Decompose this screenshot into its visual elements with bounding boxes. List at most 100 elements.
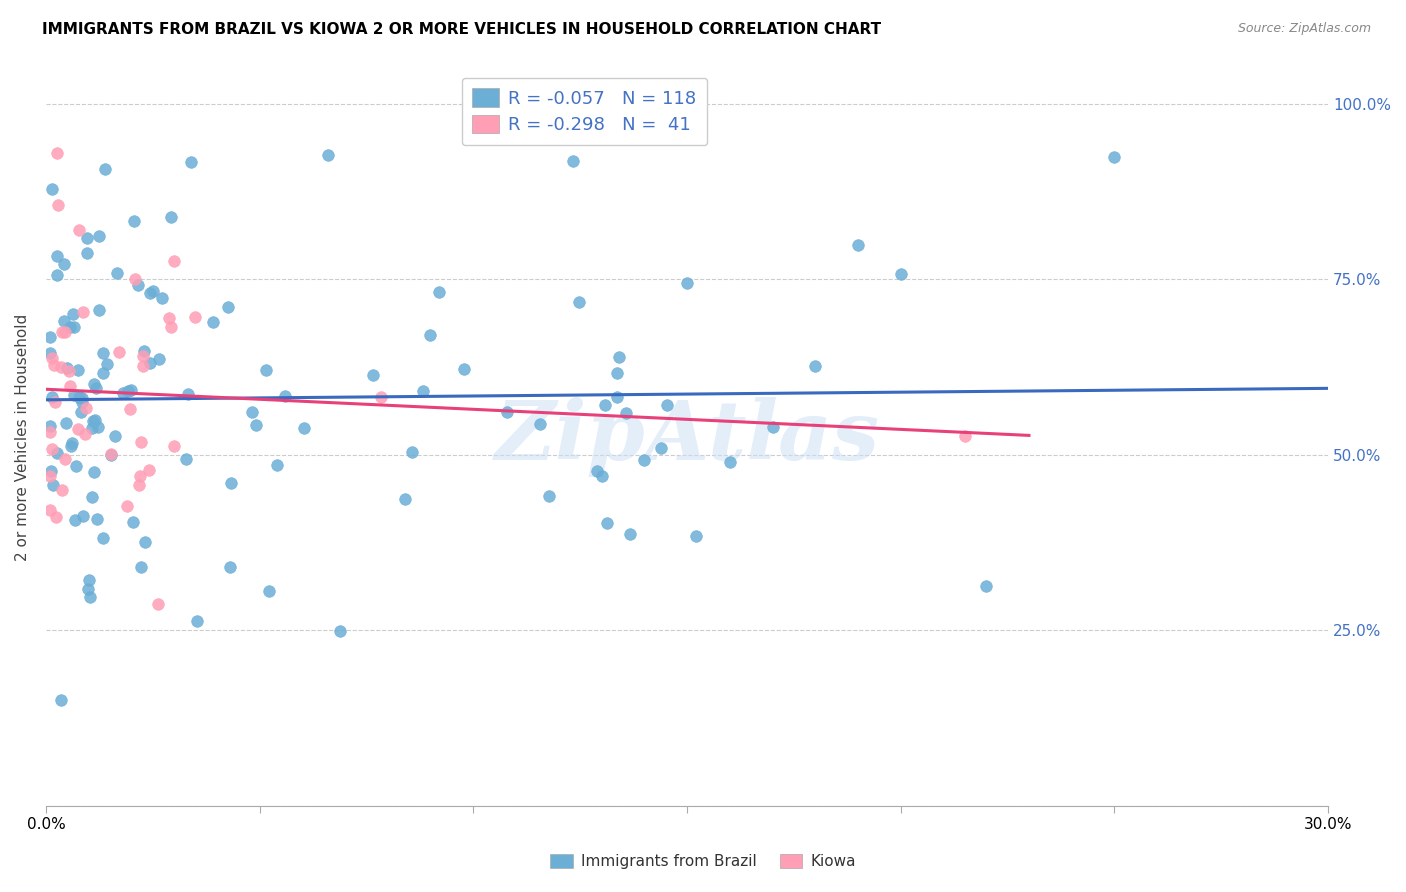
Point bbox=[63, 513, 86, 527]
Point bbox=[39, 464, 62, 478]
Point bbox=[139, 356, 162, 370]
Point bbox=[606, 390, 628, 404]
Point bbox=[84, 381, 107, 395]
Point bbox=[91, 366, 114, 380]
Point bbox=[67, 223, 90, 237]
Point bbox=[96, 357, 118, 371]
Point bbox=[89, 228, 111, 243]
Point bbox=[100, 448, 122, 462]
Point bbox=[46, 198, 69, 212]
Point bbox=[70, 404, 93, 418]
Point bbox=[419, 328, 441, 343]
Point bbox=[83, 377, 105, 392]
Point bbox=[292, 421, 315, 435]
Point bbox=[129, 468, 152, 483]
Point bbox=[39, 469, 62, 483]
Point bbox=[245, 417, 267, 432]
Point bbox=[42, 358, 65, 372]
Point bbox=[89, 302, 111, 317]
Point bbox=[104, 428, 127, 442]
Point bbox=[53, 451, 76, 466]
Point bbox=[42, 478, 65, 492]
Point bbox=[112, 385, 135, 400]
Point bbox=[427, 285, 450, 300]
Point bbox=[138, 463, 160, 477]
Point bbox=[595, 516, 617, 531]
Point bbox=[51, 326, 73, 340]
Point bbox=[77, 574, 100, 588]
Point bbox=[561, 154, 583, 169]
Legend: R = -0.057   N = 118, R = -0.298   N =  41: R = -0.057 N = 118, R = -0.298 N = 41 bbox=[461, 78, 707, 145]
Point bbox=[163, 254, 186, 268]
Point bbox=[69, 390, 91, 404]
Point bbox=[46, 145, 69, 160]
Point bbox=[53, 325, 76, 339]
Point bbox=[254, 363, 277, 377]
Point bbox=[67, 363, 90, 377]
Point bbox=[70, 395, 93, 409]
Point bbox=[607, 350, 630, 364]
Point bbox=[67, 422, 90, 436]
Point bbox=[614, 406, 637, 420]
Point bbox=[718, 455, 741, 469]
Point bbox=[39, 346, 62, 360]
Point bbox=[685, 529, 707, 543]
Point bbox=[41, 182, 63, 196]
Point bbox=[59, 320, 82, 334]
Point bbox=[73, 427, 96, 442]
Point bbox=[49, 359, 72, 374]
Point bbox=[240, 405, 263, 419]
Point bbox=[160, 210, 183, 224]
Point bbox=[453, 361, 475, 376]
Point bbox=[132, 344, 155, 359]
Point bbox=[274, 389, 297, 403]
Point bbox=[120, 383, 142, 397]
Point bbox=[846, 238, 869, 252]
Point bbox=[87, 420, 110, 434]
Point bbox=[124, 272, 146, 286]
Point bbox=[361, 368, 384, 383]
Point bbox=[394, 491, 416, 506]
Point bbox=[217, 300, 239, 314]
Text: IMMIGRANTS FROM BRAZIL VS KIOWA 2 OR MORE VEHICLES IN HOUSEHOLD CORRELATION CHAR: IMMIGRANTS FROM BRAZIL VS KIOWA 2 OR MOR… bbox=[42, 22, 882, 37]
Point bbox=[120, 401, 142, 416]
Point bbox=[39, 330, 62, 344]
Point bbox=[105, 266, 128, 280]
Point bbox=[146, 597, 169, 611]
Point bbox=[174, 451, 197, 466]
Point bbox=[39, 503, 62, 517]
Point bbox=[91, 346, 114, 360]
Point bbox=[953, 428, 976, 442]
Point bbox=[82, 491, 104, 505]
Point bbox=[266, 458, 288, 472]
Point bbox=[186, 614, 208, 628]
Point bbox=[633, 453, 655, 467]
Point bbox=[148, 351, 170, 366]
Point bbox=[890, 267, 912, 281]
Point bbox=[58, 364, 80, 378]
Point bbox=[53, 314, 76, 328]
Point bbox=[59, 378, 82, 392]
Point bbox=[401, 444, 423, 458]
Point bbox=[529, 417, 551, 431]
Point bbox=[45, 509, 67, 524]
Point bbox=[761, 420, 783, 434]
Point bbox=[83, 465, 105, 479]
Point bbox=[124, 214, 146, 228]
Point bbox=[131, 349, 153, 363]
Point bbox=[115, 499, 138, 513]
Point bbox=[39, 425, 62, 439]
Point bbox=[51, 693, 73, 707]
Point bbox=[219, 476, 242, 491]
Point bbox=[157, 311, 180, 326]
Point bbox=[129, 434, 152, 449]
Point bbox=[45, 268, 67, 282]
Point bbox=[84, 413, 107, 427]
Point bbox=[63, 320, 86, 334]
Point bbox=[219, 560, 242, 574]
Point bbox=[44, 395, 66, 409]
Point bbox=[52, 257, 75, 271]
Point bbox=[657, 398, 679, 412]
Point bbox=[59, 439, 82, 453]
Point bbox=[76, 231, 98, 245]
